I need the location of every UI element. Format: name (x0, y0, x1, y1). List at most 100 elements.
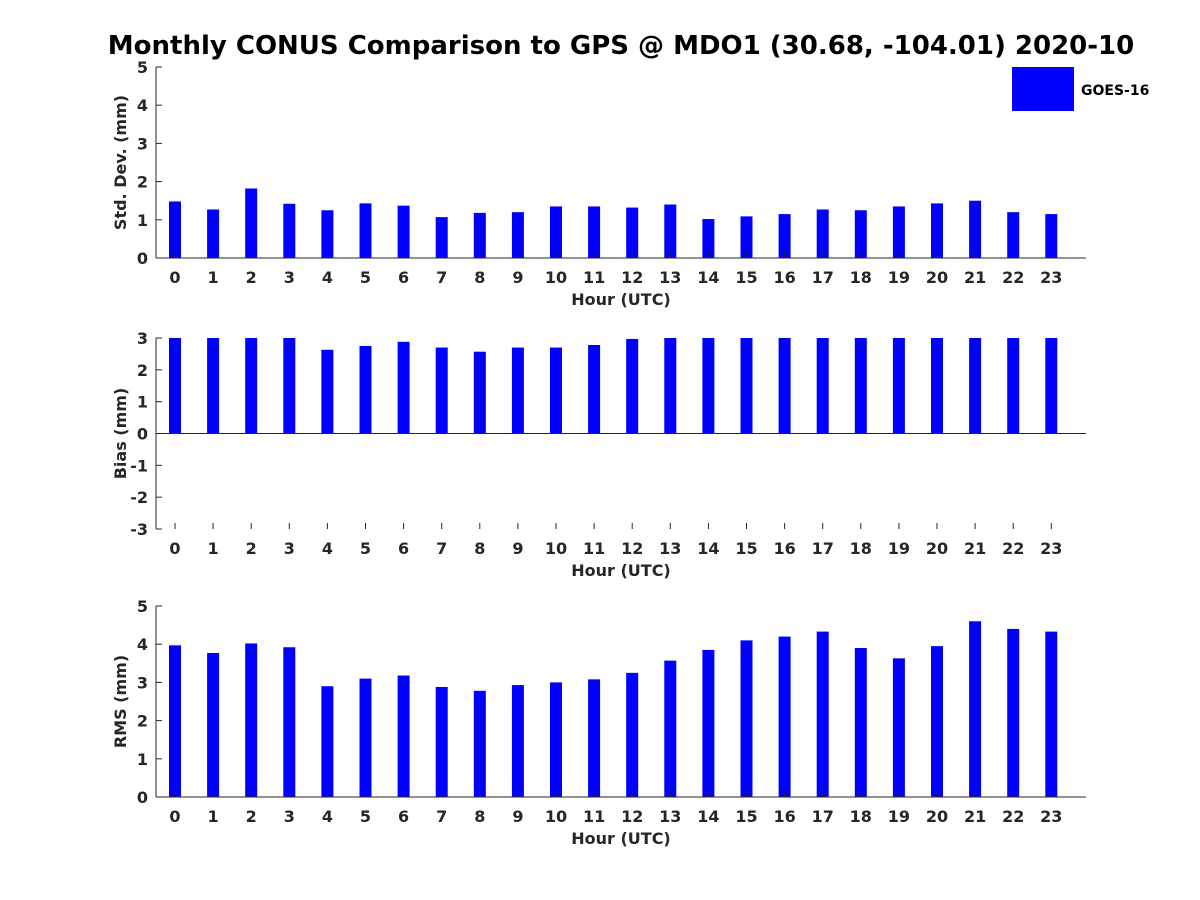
bar (359, 678, 372, 797)
bar (550, 682, 562, 797)
x-tick-label: 21 (964, 539, 986, 558)
x-tick-label: 18 (850, 539, 872, 558)
bar (283, 647, 296, 797)
x-tick-label: 14 (697, 807, 719, 826)
bar (778, 636, 791, 797)
bar (169, 338, 181, 434)
bar (550, 206, 562, 258)
y-tick-label: 4 (137, 96, 148, 115)
bar (892, 658, 905, 797)
x-tick-label: 8 (474, 807, 485, 826)
bar (511, 347, 524, 434)
x-tick-label: 9 (512, 268, 523, 287)
x-tick-label: 9 (512, 539, 523, 558)
x-tick-label: 10 (545, 807, 567, 826)
x-axis-label: Hour (UTC) (571, 561, 671, 580)
x-tick-label: 16 (773, 539, 795, 558)
y-tick-label: 5 (137, 597, 148, 616)
bar (511, 212, 524, 258)
bar (1045, 338, 1058, 434)
y-tick-label: 2 (137, 173, 148, 192)
bar (359, 345, 372, 434)
bar (283, 338, 296, 434)
x-tick-label: 4 (322, 539, 333, 558)
bar (397, 675, 410, 797)
x-tick-label: 1 (208, 807, 219, 826)
x-tick-label: 14 (697, 268, 719, 287)
y-tick-label: -2 (130, 488, 148, 507)
bar (1007, 338, 1020, 434)
bar (626, 672, 639, 797)
bar (816, 338, 829, 434)
x-tick-label: 7 (436, 807, 447, 826)
bar (550, 347, 562, 434)
bar (740, 640, 753, 797)
x-tick-label: 15 (735, 807, 757, 826)
bar (321, 349, 334, 434)
x-tick-label: 12 (621, 539, 643, 558)
bar (931, 203, 943, 258)
bar (626, 338, 639, 434)
x-tick-label: 19 (888, 539, 910, 558)
bar (664, 660, 677, 797)
x-axis-label: Hour (UTC) (571, 829, 671, 848)
x-tick-label: 6 (398, 807, 409, 826)
y-axis-label: RMS (mm) (111, 655, 130, 748)
y-tick-label: 2 (137, 361, 148, 380)
bar (1007, 628, 1020, 797)
bar (892, 206, 905, 258)
bar (969, 200, 982, 258)
x-tick-label: 12 (621, 268, 643, 287)
x-tick-label: 23 (1040, 807, 1062, 826)
bar (854, 210, 867, 258)
y-tick-label: 1 (137, 211, 148, 230)
x-tick-label: 2 (246, 807, 257, 826)
bar (1045, 631, 1058, 797)
x-tick-label: 18 (850, 807, 872, 826)
x-axis-label: Hour (UTC) (571, 290, 671, 309)
x-tick-label: 11 (583, 807, 605, 826)
y-tick-label: 4 (137, 635, 148, 654)
bar (931, 646, 943, 797)
x-tick-label: 1 (208, 539, 219, 558)
y-tick-label: 0 (137, 425, 148, 444)
x-tick-label: 15 (735, 539, 757, 558)
x-tick-label: 5 (360, 268, 371, 287)
bar (702, 219, 715, 258)
x-tick-label: 19 (888, 807, 910, 826)
x-tick-label: 21 (964, 807, 986, 826)
y-tick-label: 2 (137, 712, 148, 731)
bar (1045, 214, 1058, 258)
bar (245, 338, 258, 434)
x-tick-label: 7 (436, 268, 447, 287)
bar (473, 212, 486, 258)
x-tick-label: 2 (246, 539, 257, 558)
y-tick-label: 3 (137, 673, 148, 692)
bar (245, 643, 258, 797)
x-tick-label: 13 (659, 539, 681, 558)
bar (702, 649, 715, 797)
y-tick-label: 0 (137, 788, 148, 807)
bar (816, 209, 829, 258)
bar (397, 205, 410, 258)
x-tick-label: 7 (436, 539, 447, 558)
bar (435, 217, 448, 258)
x-tick-label: 3 (284, 807, 295, 826)
x-tick-label: 14 (697, 539, 719, 558)
x-tick-label: 20 (926, 268, 948, 287)
x-tick-label: 18 (850, 268, 872, 287)
x-tick-label: 20 (926, 807, 948, 826)
x-tick-label: 16 (773, 807, 795, 826)
bar (664, 338, 677, 434)
bar (511, 685, 524, 797)
bar (626, 207, 639, 258)
legend-label: GOES-16 (1081, 83, 1149, 99)
x-tick-label: 9 (512, 807, 523, 826)
x-tick-label: 17 (812, 807, 834, 826)
y-tick-label: 1 (137, 750, 148, 769)
bar (207, 652, 220, 797)
bar (321, 686, 334, 797)
x-tick-label: 5 (360, 807, 371, 826)
